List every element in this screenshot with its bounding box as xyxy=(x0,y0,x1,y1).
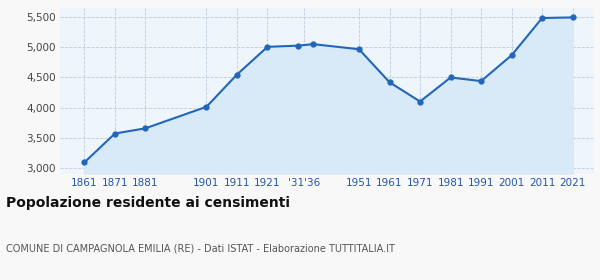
Text: Popolazione residente ai censimenti: Popolazione residente ai censimenti xyxy=(6,196,290,210)
Text: COMUNE DI CAMPAGNOLA EMILIA (RE) - Dati ISTAT - Elaborazione TUTTITALIA.IT: COMUNE DI CAMPAGNOLA EMILIA (RE) - Dati … xyxy=(6,244,395,254)
